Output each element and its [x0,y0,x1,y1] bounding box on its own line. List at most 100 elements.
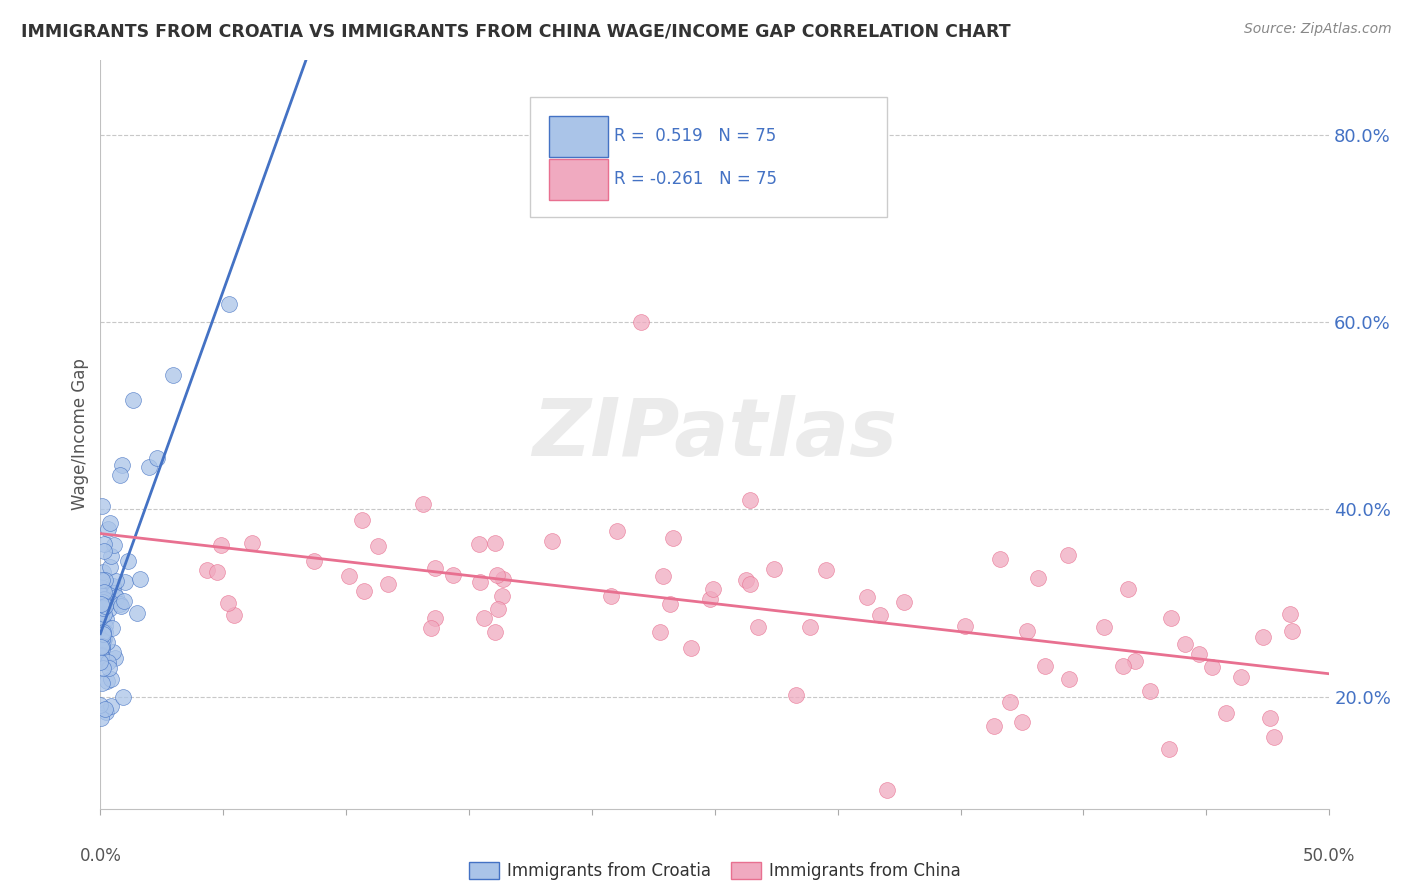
Point [89,655,111,669]
Text: 50.0%: 50.0% [1303,847,1355,865]
FancyBboxPatch shape [548,116,607,157]
Point [679,641,702,656]
Point [367,539,389,553]
Point [90,648,112,663]
Point [117,554,139,568]
Point [484,536,506,550]
Text: R =  0.519   N = 75: R = 0.519 N = 75 [614,127,776,145]
Point [93,591,115,606]
Point [90,610,112,624]
Point [222,607,245,622]
Point [98,559,121,574]
Point [98,601,121,615]
Point [953,618,976,632]
Point [1281,624,1303,638]
Point [90,710,112,724]
Point [484,624,506,639]
Y-axis label: Wage/Income Gap: Wage/Income Gap [72,359,89,510]
Point [486,601,509,615]
Point [90,581,112,595]
Point [93,599,115,614]
Point [101,579,124,593]
Point [91,601,114,615]
Point [104,574,127,588]
Point [209,538,232,552]
Point [91,599,114,614]
Point [1139,683,1161,698]
Point [217,596,239,610]
Point [425,611,447,625]
Point [606,524,628,539]
Point [988,552,1011,566]
Point [699,591,721,606]
Point [101,645,124,659]
Point [110,467,132,482]
Point [1116,582,1139,596]
Point [91,632,114,647]
Point [110,599,132,613]
Point [1017,624,1039,638]
Point [799,620,821,634]
Text: 0.0%: 0.0% [79,847,121,865]
Point [100,549,122,564]
Text: R = -0.261   N = 75: R = -0.261 N = 75 [614,169,778,187]
Point [785,688,807,702]
Point [735,573,758,587]
Point [103,538,125,552]
Point [337,569,360,583]
Point [93,574,115,588]
FancyBboxPatch shape [548,159,607,200]
Point [1026,571,1049,585]
Point [876,783,898,797]
Point [90,648,112,663]
Point [651,568,673,582]
Point [1251,630,1274,644]
Point [540,533,562,548]
Point [101,621,124,635]
Point [353,584,375,599]
Point [893,595,915,609]
Point [1174,637,1197,651]
Point [702,582,724,596]
Point [474,611,496,625]
Point [468,575,491,590]
Point [93,607,115,622]
Point [998,696,1021,710]
Point [1215,706,1237,720]
Point [90,587,112,601]
Text: ZIPatlas: ZIPatlas [533,395,897,474]
Point [869,608,891,623]
Point [1159,742,1181,756]
Point [98,594,121,608]
Point [1033,659,1056,673]
Point [763,562,786,576]
Point [96,585,118,599]
Point [91,566,114,580]
Point [96,635,118,649]
Point [103,585,125,599]
Point [111,458,134,472]
Point [377,577,399,591]
Point [97,656,120,670]
Point [600,589,623,603]
Point [108,597,131,611]
Point [302,554,325,568]
Point [1123,654,1146,668]
Point [93,544,115,558]
Point [91,626,114,640]
Point [1160,611,1182,625]
Point [112,594,135,608]
Point [93,625,115,640]
Point [491,590,513,604]
Point [91,573,114,587]
Point [205,566,228,580]
Point [98,516,121,531]
Point [104,650,127,665]
Point [983,719,1005,733]
Point [90,499,112,513]
Point [100,672,122,686]
Point [1263,730,1285,744]
Point [146,450,169,465]
Point [659,598,682,612]
Point [1092,620,1115,634]
